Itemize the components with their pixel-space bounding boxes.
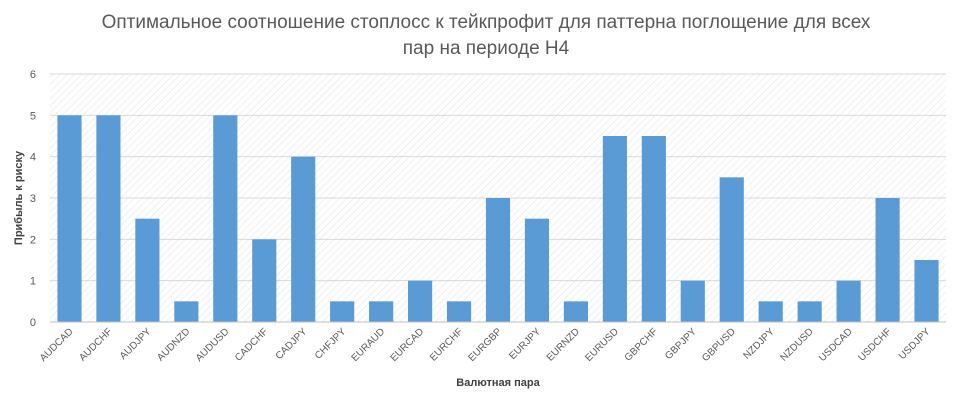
x-tick-label: EURCAD bbox=[389, 326, 427, 364]
x-tick-label: EURUSD bbox=[583, 326, 621, 364]
x-tick-label: EURAUD bbox=[350, 326, 388, 364]
bars bbox=[57, 115, 939, 322]
x-tick-label: AUDUSD bbox=[194, 326, 232, 364]
x-tick-label: GBPCHF bbox=[623, 326, 660, 363]
bar-eurnzd bbox=[563, 301, 588, 322]
x-tick-label: AUDCAD bbox=[38, 326, 76, 364]
x-axis-title: Валютная пара bbox=[456, 377, 540, 389]
x-tick-label: AUDCHF bbox=[77, 326, 114, 363]
x-tick-label: CADJPY bbox=[274, 326, 310, 362]
bar-euraud bbox=[369, 301, 394, 322]
bar-usdjpy bbox=[914, 260, 939, 322]
y-tick-label: 2 bbox=[30, 234, 36, 246]
bar-eurcad bbox=[408, 280, 433, 322]
bar-nzdjpy bbox=[758, 301, 783, 322]
bar-audchf bbox=[96, 115, 121, 322]
x-tick-label: AUDJPY bbox=[118, 326, 154, 362]
x-tick-label: AUDNZD bbox=[155, 326, 192, 363]
bar-gbpchf bbox=[641, 136, 666, 322]
x-tick-label: GBPJPY bbox=[663, 326, 699, 362]
bar-usdcad bbox=[836, 280, 861, 322]
y-axis-title: Прибыль к риску bbox=[13, 150, 25, 245]
x-tick-label: EURNZD bbox=[545, 326, 582, 363]
bar-cadchf bbox=[252, 239, 277, 322]
y-axis-ticks: 0 1 2 3 4 5 6 bbox=[30, 69, 36, 329]
y-tick-label: 6 bbox=[30, 69, 36, 81]
y-tick-label: 1 bbox=[30, 276, 36, 288]
bar-cadjpy bbox=[291, 156, 316, 322]
bar-audcad bbox=[57, 115, 82, 322]
x-tick-label: NZDUSD bbox=[779, 326, 816, 363]
bar-nzdusd bbox=[797, 301, 822, 322]
x-tick-label: USDCHF bbox=[856, 326, 893, 363]
x-tick-label: CADCHF bbox=[233, 326, 270, 363]
x-tick-label: USDCAD bbox=[817, 326, 855, 364]
x-tick-label: EURJPY bbox=[507, 326, 543, 362]
bar-audjpy bbox=[135, 218, 160, 322]
bar-usdchf bbox=[875, 198, 900, 322]
bar-eurgbp bbox=[485, 198, 511, 322]
bar-eurjpy bbox=[524, 218, 550, 322]
x-tick-label: EURCHF bbox=[428, 326, 465, 363]
y-tick-label: 0 bbox=[30, 317, 36, 329]
bar-audusd bbox=[213, 115, 238, 322]
y-tick-label: 3 bbox=[30, 193, 36, 205]
bar-gbpusd bbox=[719, 177, 744, 322]
y-tick-label: 4 bbox=[30, 152, 36, 164]
bar-eurusd bbox=[602, 136, 627, 322]
x-tick-label: USDJPY bbox=[897, 326, 933, 362]
bar-chfjpy bbox=[330, 301, 355, 322]
bar-audnzd bbox=[174, 301, 199, 322]
bar-gbpjpy bbox=[680, 280, 705, 322]
y-tick-label: 5 bbox=[30, 110, 36, 122]
bar-eurchf bbox=[446, 301, 472, 322]
chart-title-line-1: Оптимальное соотношение стоплосс к тейкп… bbox=[102, 12, 871, 33]
x-tick-label: GBPUSD bbox=[700, 326, 738, 364]
x-tick-label: EURGBP bbox=[466, 326, 504, 364]
chart-title-line-2: пар на периоде Н4 bbox=[403, 38, 570, 59]
x-axis-ticks: AUDCAD AUDCHF AUDJPY AUDNZD AUDUSD CADCHF CADJ… bbox=[38, 326, 933, 364]
x-tick-label: NZDJPY bbox=[742, 326, 778, 362]
x-tick-label: CHFJPY bbox=[313, 326, 349, 362]
